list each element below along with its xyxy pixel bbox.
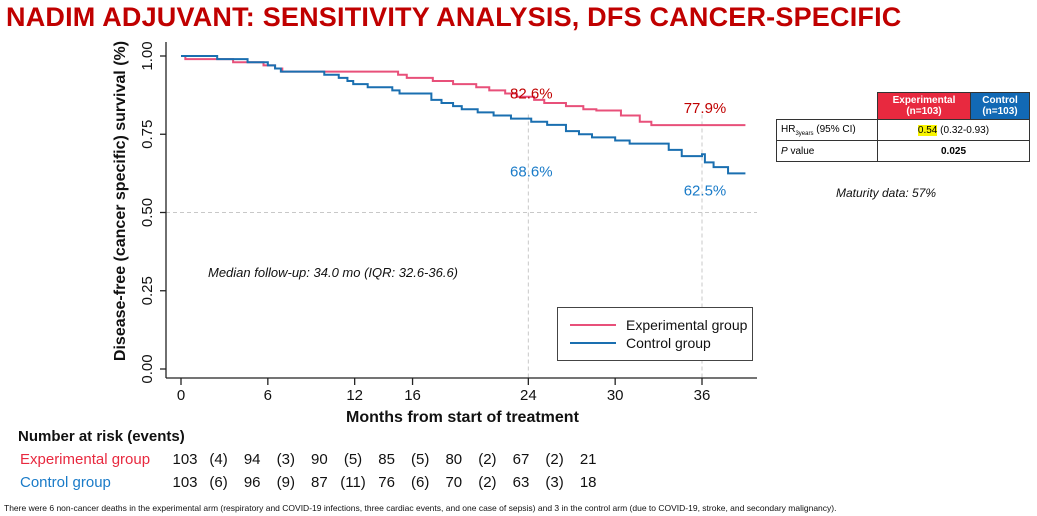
risk-cell: (5) — [343, 451, 363, 468]
risk-cell: 18 — [579, 474, 597, 491]
x-tick-label: 0 — [177, 387, 185, 404]
risk-cell: 80 — [445, 451, 463, 468]
hr-label-sub: 3years — [795, 130, 814, 137]
survival-annotation: 82.6% — [510, 85, 553, 102]
risk-cell: (2) — [478, 474, 497, 491]
risk-row-label: Experimental group — [20, 451, 151, 468]
legend-item-control: Control group — [570, 334, 711, 352]
risk-cell: (6) — [411, 474, 430, 491]
axes: 0.00 0.25 0.50 0.75 1.00 0 6 12 16 24 30 36 — [139, 41, 757, 404]
annotations: 82.6% 77.9% 68.6% 62.5% — [510, 85, 726, 199]
p-label-italic: P — [781, 145, 788, 157]
y-tick-label: 1.00 — [139, 41, 156, 70]
p-row: P value 0.025 — [776, 140, 1030, 162]
legend-line-control — [570, 342, 616, 344]
x-tick-label: 24 — [520, 387, 537, 404]
maturity-note: Maturity data: 57% — [836, 186, 937, 200]
risk-cell: 96 — [243, 474, 261, 491]
legend-item-experimental: Experimental group — [570, 316, 747, 334]
risk-cell: (9) — [276, 474, 295, 491]
hr-col-experimental-label: Experimental — [892, 95, 956, 106]
p-row-label: P value — [776, 140, 878, 162]
risk-table-title: Number at risk (events) — [18, 428, 185, 445]
hr-ci: (0.32-0.93) — [940, 124, 990, 136]
y-tick-label: 0.75 — [139, 120, 156, 149]
hr-table-header: Experimental (n=103) Control (n=103) — [777, 92, 1030, 120]
risk-cell: (4) — [209, 451, 228, 468]
hr-row-label: HR3years (95% CI) — [776, 119, 878, 141]
km-curve-experimental — [181, 55, 746, 127]
risk-cell: 76 — [378, 474, 395, 491]
risk-cell: (11) — [340, 474, 366, 491]
chart-legend: Experimental group Control group — [557, 307, 753, 361]
risk-cell: 94 — [243, 451, 261, 468]
y-tick-label: 0.00 — [139, 354, 156, 383]
risk-cell: (5) — [411, 451, 430, 468]
legend-line-experimental — [570, 324, 616, 326]
footnote: There were 6 non-cancer deaths in the ex… — [4, 503, 837, 513]
risk-cell: 90 — [311, 451, 328, 468]
hr-row-value: 0.54 (0.32-0.93) — [877, 119, 1030, 141]
risk-row-label: Control group — [20, 474, 111, 491]
x-tick-label: 6 — [264, 387, 272, 404]
risk-cell: 67 — [512, 451, 530, 468]
risk-cell: (2) — [478, 451, 497, 468]
hr-row: HR3years (95% CI) 0.54 (0.32-0.93) — [776, 119, 1030, 141]
hr-col-control: Control (n=103) — [970, 92, 1030, 120]
risk-cell: 87 — [311, 474, 328, 491]
slide-title: NADIM ADJUVANT: SENSITIVITY ANALYSIS, DF… — [6, 2, 902, 32]
p-label-rest: value — [790, 145, 815, 157]
risk-cell: 85 — [378, 451, 395, 468]
risk-cell: (3) — [276, 451, 295, 468]
survival-annotation: 68.6% — [510, 163, 553, 180]
risk-cell: 63 — [512, 474, 530, 491]
hazard-ratio-table: Experimental (n=103) Control (n=103) HR3… — [776, 92, 1030, 162]
x-axis-label: Months from start of treatment — [346, 409, 579, 426]
legend-label-control: Control group — [626, 335, 711, 351]
hr-label-ci: (95% CI) — [816, 123, 856, 135]
hr-col-control-n: (n=103) — [982, 106, 1018, 117]
hr-col-experimental: Experimental (n=103) — [877, 92, 971, 120]
x-tick-label: 16 — [404, 387, 421, 404]
x-tick-label: 12 — [346, 387, 363, 404]
km-curve-control — [181, 55, 746, 175]
survival-annotation: 62.5% — [684, 182, 727, 199]
hr-col-experimental-n: (n=103) — [906, 106, 942, 117]
hr-table-corner — [777, 93, 878, 120]
risk-cell: 103 — [172, 474, 198, 491]
p-value: 0.025 — [877, 140, 1030, 162]
risk-cell: (6) — [209, 474, 228, 491]
risk-cell: (3) — [545, 474, 564, 491]
y-axis-label: Disease-free (cancer specific) survival … — [112, 40, 129, 362]
hr-value: 0.54 — [917, 124, 938, 136]
risk-cell: 21 — [579, 451, 597, 468]
survival-annotation: 77.9% — [684, 100, 727, 117]
x-tick-label: 30 — [607, 387, 624, 404]
risk-cell: 103 — [172, 451, 198, 468]
hr-label: HR — [781, 123, 796, 135]
y-tick-label: 0.25 — [139, 276, 156, 305]
legend-label-experimental: Experimental group — [626, 317, 748, 333]
y-axis-label-wrap: Disease-free (cancer specific) survival … — [110, 36, 132, 366]
risk-cell: 70 — [445, 474, 463, 491]
series — [181, 55, 746, 175]
median-followup-note: Median follow-up: 34.0 mo (IQR: 32.6-36.… — [208, 265, 459, 280]
x-tick-label: 36 — [694, 387, 711, 404]
y-tick-label: 0.50 — [139, 198, 156, 227]
hr-col-control-label: Control — [982, 95, 1018, 106]
risk-cell: (2) — [545, 451, 564, 468]
